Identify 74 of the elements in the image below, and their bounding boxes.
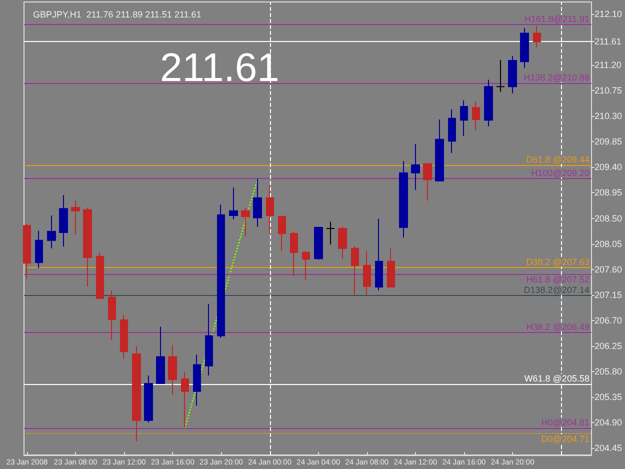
- candlestick: [351, 246, 359, 296]
- candlestick: [47, 214, 56, 249]
- candlestick: [314, 226, 323, 260]
- ref-line-label: H100@209.20: [531, 168, 590, 178]
- y-tick-label: 211.61: [594, 36, 622, 47]
- candlestick: [266, 185, 274, 234]
- y-tick-label: 205.35: [594, 392, 622, 402]
- y-tick-label: 211.20: [594, 60, 622, 70]
- candlestick: [302, 250, 310, 281]
- candlestick: [472, 100, 480, 131]
- candlestick: [253, 178, 262, 228]
- y-tick-label: 209.40: [594, 162, 622, 172]
- candlestick: [399, 160, 408, 238]
- candlestick: [132, 346, 141, 442]
- candlestick: [241, 206, 250, 237]
- candlestick: [108, 290, 116, 340]
- candlestick: [363, 250, 371, 296]
- candlestick: [411, 143, 420, 190]
- candlestick: [375, 218, 383, 291]
- candlestick: [35, 230, 43, 269]
- candlestick: [520, 28, 529, 68]
- candlestick: [448, 108, 456, 154]
- candlestick: [423, 162, 432, 202]
- candlestick: [120, 314, 128, 359]
- candlestick: [156, 326, 165, 384]
- candlestick: [508, 55, 517, 94]
- candlestick: [193, 354, 201, 406]
- y-tick-label: 209.85: [594, 136, 622, 147]
- candlestick: [278, 214, 286, 252]
- y-tick-label: 206.25: [594, 341, 622, 352]
- ref-line-label: H38.2 @206.49: [526, 322, 590, 332]
- annotation: 211.61: [160, 46, 280, 90]
- candlestick: [181, 371, 189, 428]
- y-tick-label: 208.50: [594, 213, 622, 224]
- y-tick-label: 207.60: [594, 264, 622, 274]
- y-tick-label: 205.80: [594, 366, 622, 377]
- y-tick-label: 212.10: [594, 8, 622, 19]
- y-tick-label: 204.90: [594, 418, 622, 428]
- candlestick: [484, 79, 493, 127]
- candlestick: [326, 221, 335, 245]
- ref-line-label: H161.8@211.91: [524, 14, 590, 24]
- text: GBPJPY,H1 211.76 211.89 211.51 211.61: [33, 10, 202, 20]
- y-tick-label: 208.05: [594, 238, 622, 249]
- ref-line-label: H61.8 @207.52: [526, 274, 590, 284]
- y-tick-label: 207.15: [594, 290, 622, 300]
- y-tick-label: 204.45: [594, 443, 622, 454]
- y-tick-label: 208.95: [594, 188, 622, 198]
- candlestick: [460, 100, 468, 136]
- ref-line-label: H0@204.81: [541, 417, 590, 428]
- candlestick: [217, 204, 225, 339]
- candlestick: [290, 230, 298, 277]
- candlestick: [435, 119, 444, 182]
- candlestick: [229, 187, 238, 220]
- ref-line-label: D38.2 @207.63: [526, 257, 590, 268]
- ref-line-label: W61.8 @205.58: [524, 374, 590, 384]
- ref-line-label: H138.2@210.88: [524, 72, 590, 83]
- candlestick: [533, 25, 541, 48]
- candlestick: [496, 59, 505, 92]
- candlestick: [71, 200, 80, 236]
- candlestick: [96, 252, 104, 300]
- candlestick: [205, 304, 213, 376]
- y-tick-label: 210.30: [594, 111, 622, 122]
- y-tick-label: 210.75: [594, 86, 622, 96]
- candlestick: [168, 344, 177, 396]
- ref-line-label: D0@204.71: [541, 434, 590, 444]
- ref-line-label: D61.8 @209.44: [526, 154, 590, 164]
- candlestick: [144, 375, 153, 424]
- candlestick: [23, 223, 31, 279]
- candlestick: [59, 194, 68, 248]
- candlestick: [338, 226, 347, 260]
- candlestick: [83, 206, 92, 287]
- y-tick-label: 206.70: [594, 315, 622, 326]
- candlestick: [387, 248, 395, 288]
- ref-line-label: D138.2@207.14: [524, 284, 590, 295]
